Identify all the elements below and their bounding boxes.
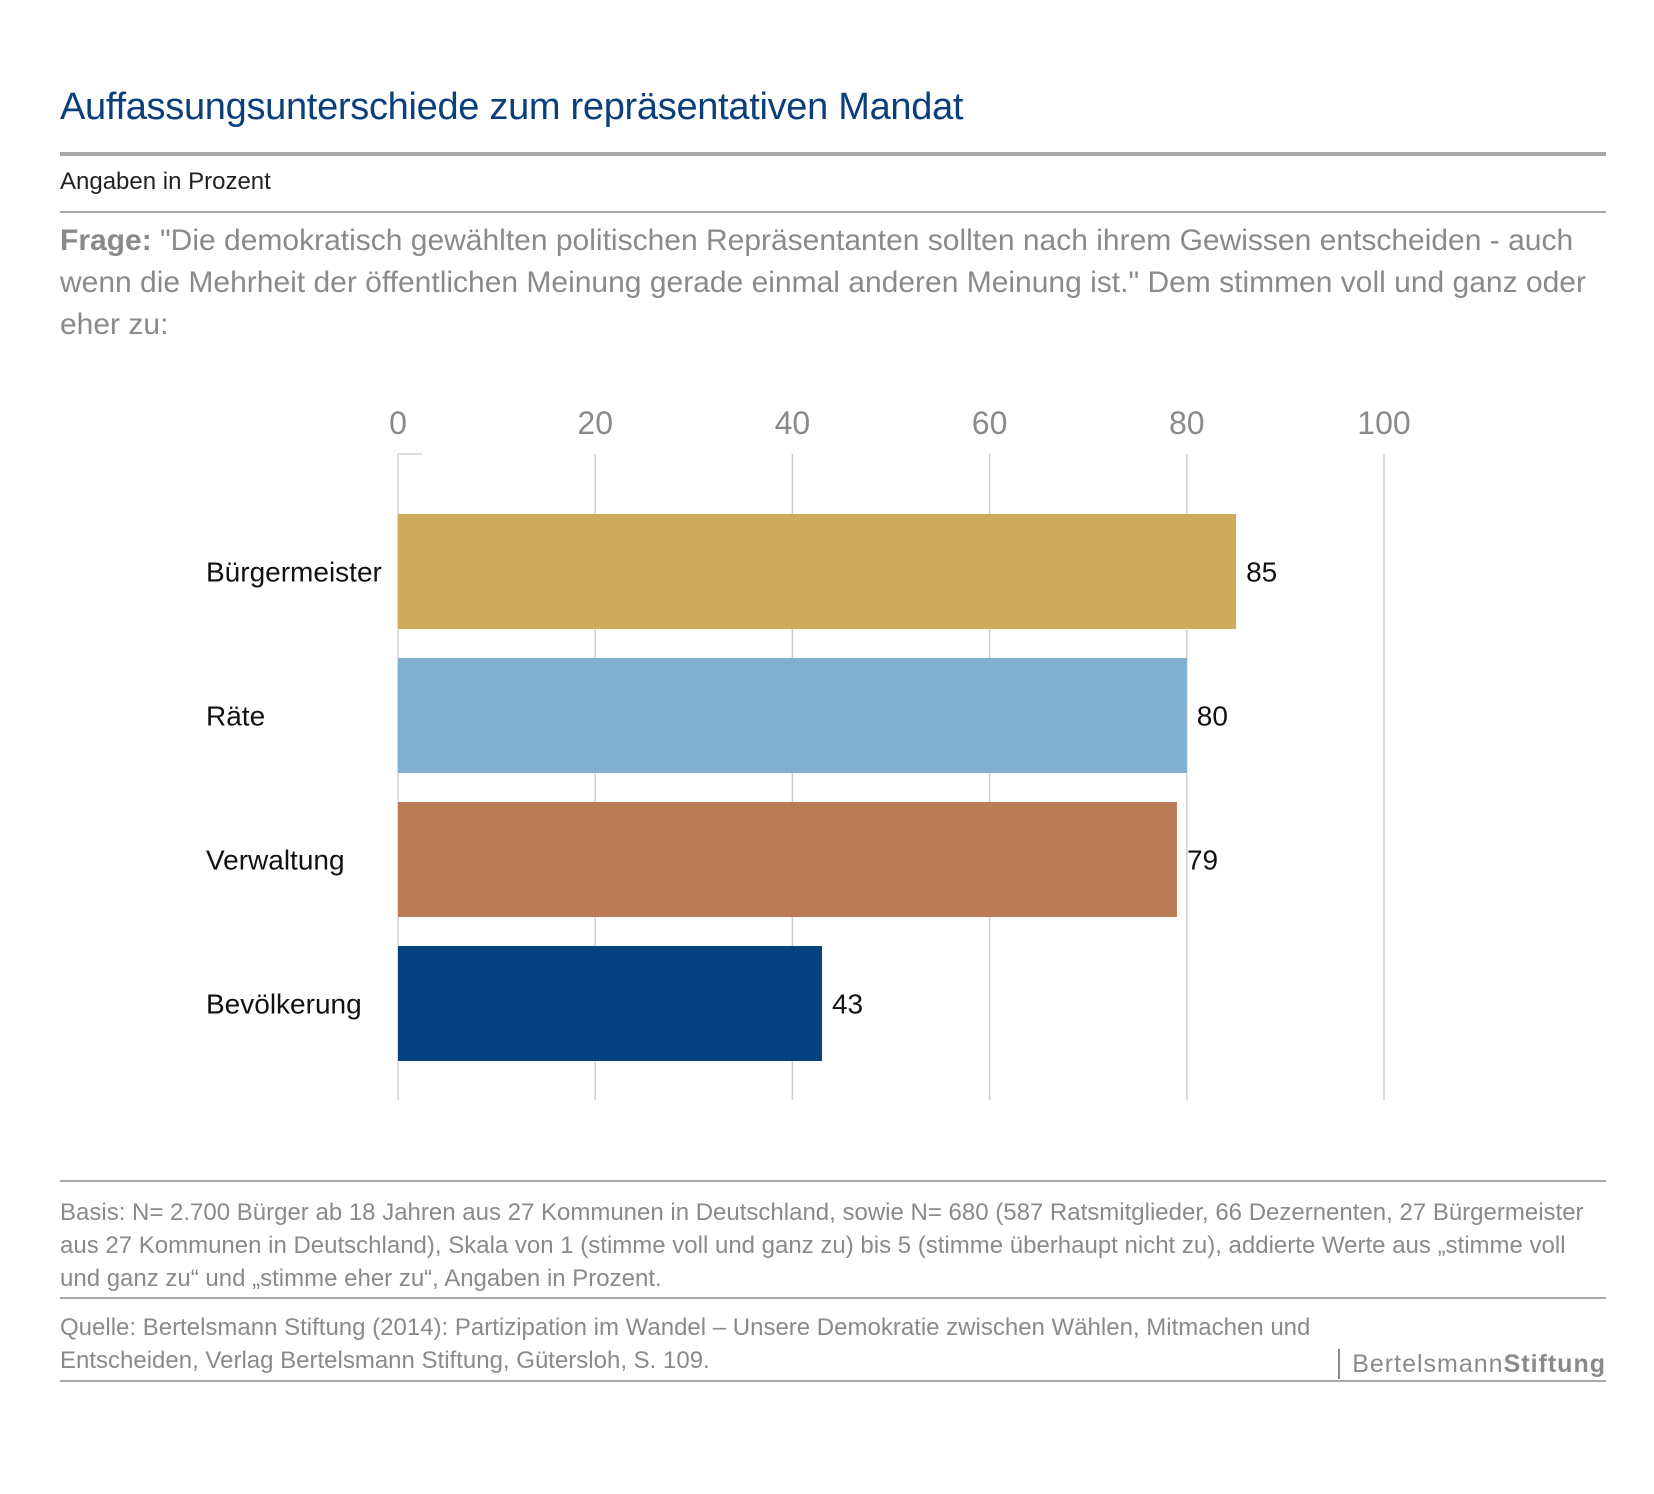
bar-bevölkerung (398, 946, 822, 1061)
bar-räte (398, 658, 1187, 773)
category-label: Bevölkerung (206, 989, 362, 1020)
x-tick-label: 80 (1169, 405, 1205, 441)
survey-question: Frage: "Die demokratisch gewählten polit… (60, 220, 1610, 346)
value-label: 85 (1246, 557, 1277, 588)
source-note: Quelle: Bertelsmann Stiftung (2014): Par… (60, 1314, 1311, 1374)
bar-verwaltung (398, 802, 1177, 917)
tick-label-layer: 0 20 40 60 80 100 (389, 405, 1411, 441)
bar-layer (398, 514, 1237, 1061)
bottom-rule (60, 1380, 1606, 1382)
category-label: Bürgermeister (206, 557, 382, 588)
subtitle-rule (60, 211, 1606, 213)
category-label-layer: Bürgermeister Räte Verwaltung Bevölkerung (206, 557, 382, 1020)
x-tick-label: 40 (775, 405, 811, 441)
value-label: 79 (1187, 845, 1218, 876)
value-label: 80 (1197, 701, 1228, 732)
value-label-layer: 85 80 79 43 (832, 557, 1277, 1020)
x-tick-label: 100 (1357, 405, 1410, 441)
value-label: 43 (832, 989, 863, 1020)
bertelsmann-logo: BertelsmannStiftung (1338, 1349, 1606, 1379)
logo-text-regular: Bertelsmann (1352, 1350, 1504, 1378)
bar-chart: 0 20 40 60 80 100 Bürgermeister Räte Verwaltung… (206, 405, 1411, 1100)
category-label: Verwaltung (206, 845, 345, 876)
question-label: Frage: (60, 224, 152, 257)
bar-bürgermeister (398, 514, 1237, 629)
chart-title: Auffassungsunterschiede zum repräsentati… (60, 86, 964, 128)
basis-rule (60, 1180, 1606, 1182)
category-label: Räte (206, 701, 265, 732)
title-rule (60, 152, 1606, 156)
chart-subtitle: Angaben in Prozent (60, 168, 271, 195)
x-tick-label: 60 (972, 405, 1008, 441)
logo-text-bold: Stiftung (1503, 1350, 1606, 1378)
basis-note: Basis: N= 2.700 Bürger ab 18 Jahren aus … (60, 1199, 1584, 1292)
x-tick-label: 0 (389, 405, 407, 441)
x-tick-label: 20 (577, 405, 613, 441)
question-text: "Die demokratisch gewählten politischen … (60, 224, 1586, 341)
source-rule (60, 1297, 1606, 1299)
